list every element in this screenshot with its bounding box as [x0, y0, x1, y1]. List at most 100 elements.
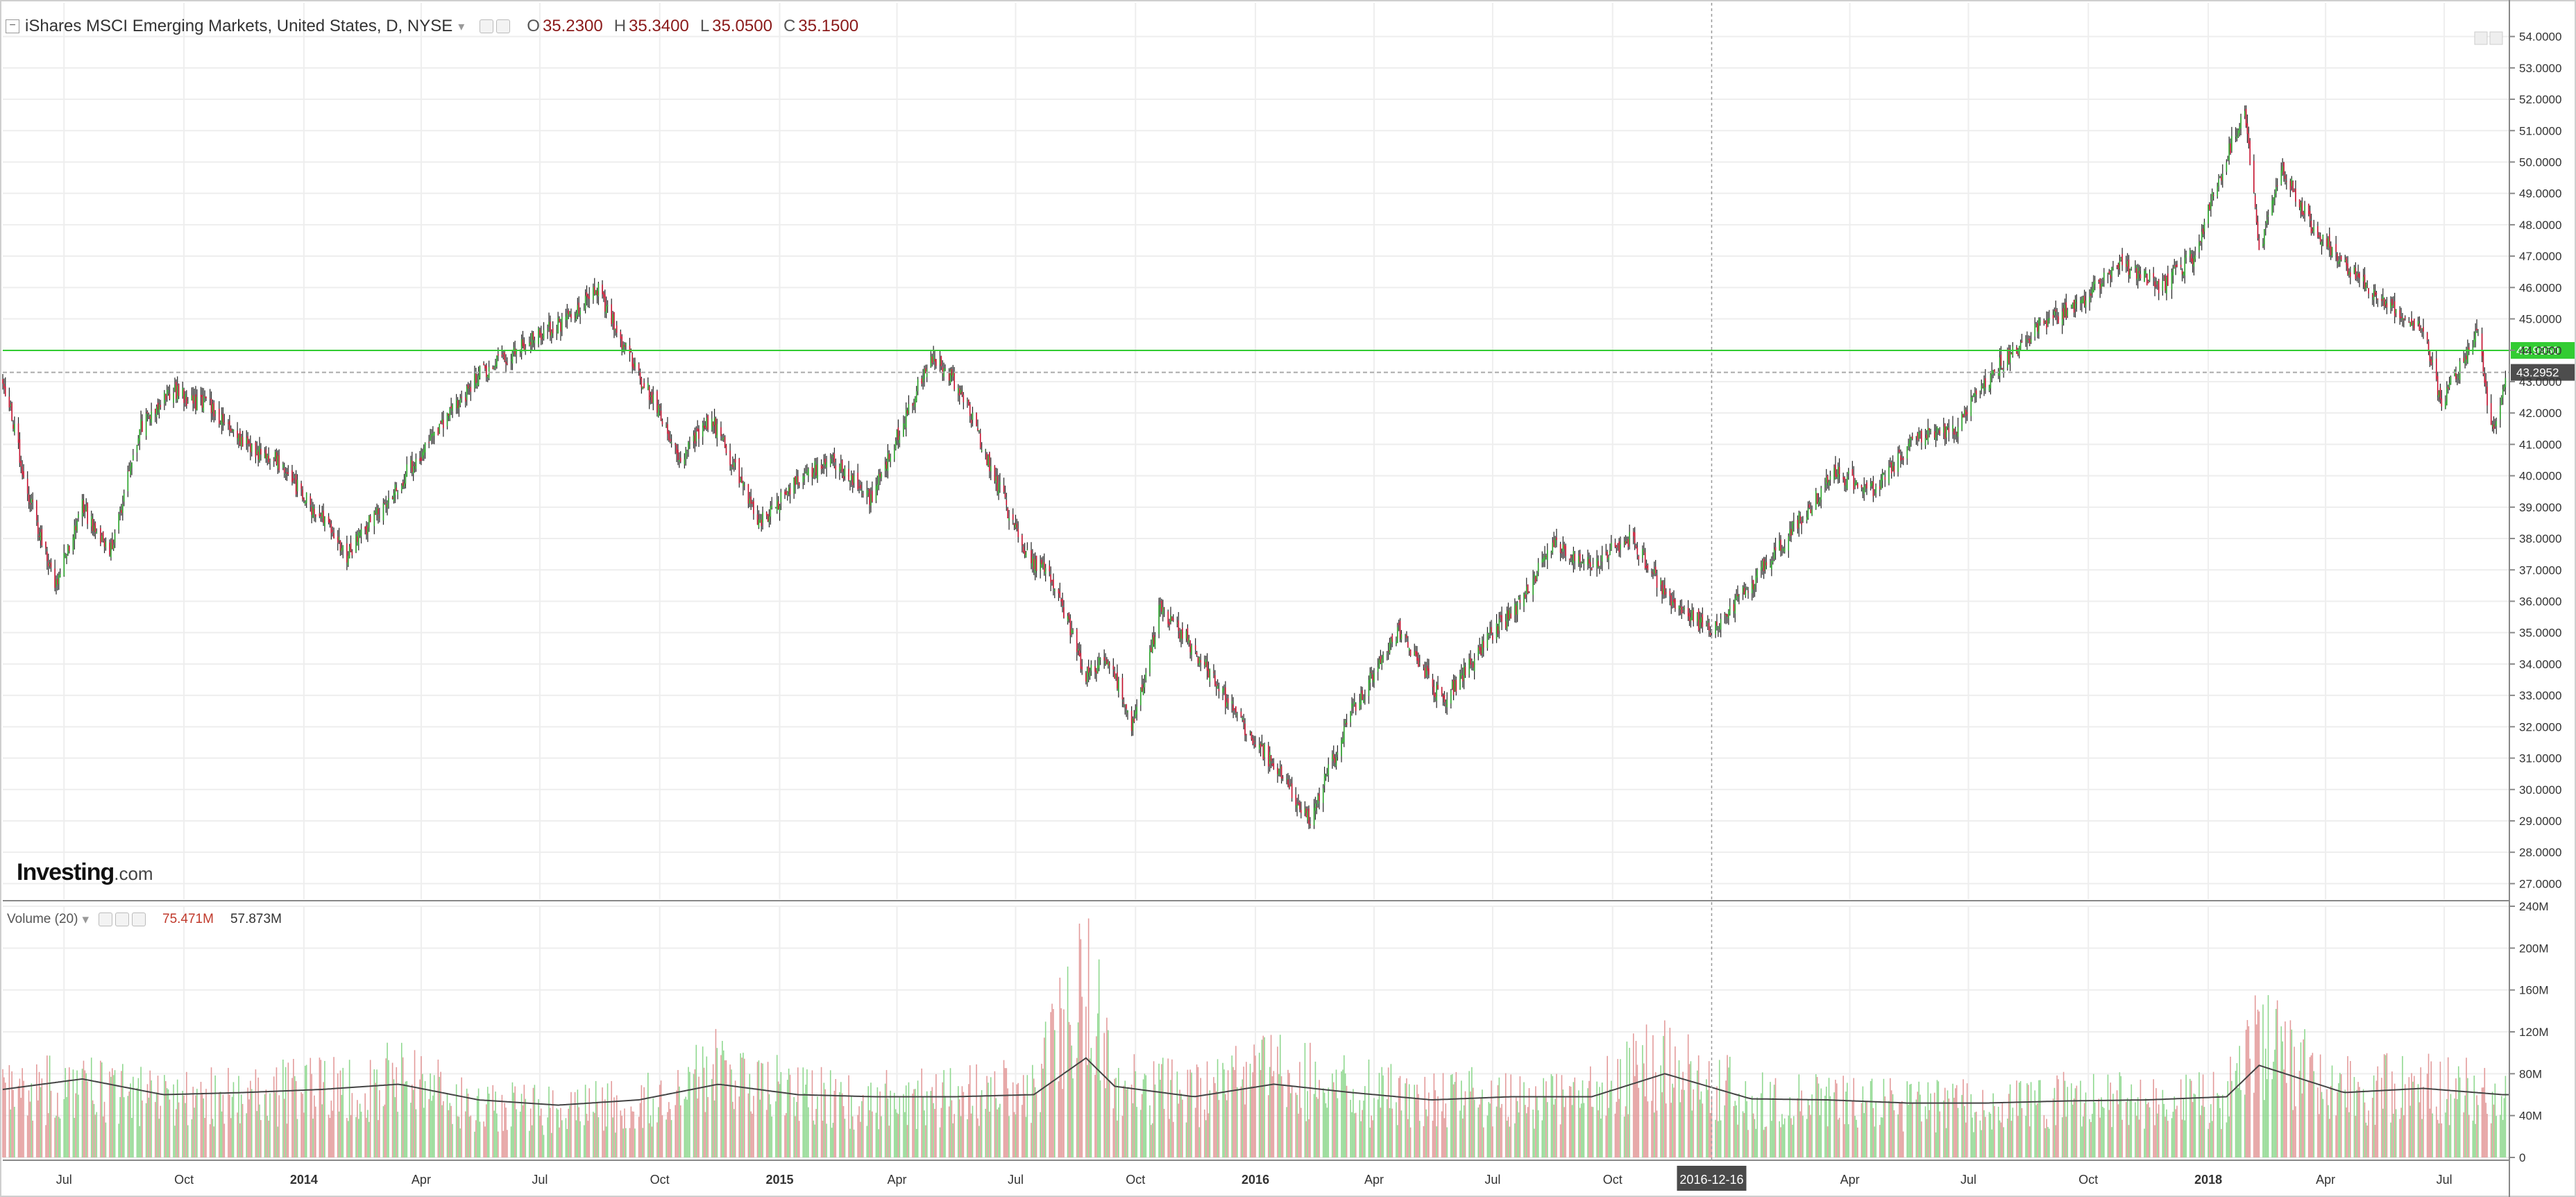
candle-body — [1398, 623, 1400, 625]
candle-body — [913, 402, 915, 404]
candle-body — [704, 425, 706, 429]
candle-body — [2447, 387, 2449, 389]
candle-body — [351, 551, 353, 556]
candle-body — [1322, 788, 1324, 804]
candle-body — [2062, 308, 2065, 319]
candle-body — [69, 545, 70, 551]
candle-body — [1827, 475, 1829, 483]
candle-body — [795, 476, 796, 485]
volume-bar — [926, 1091, 928, 1157]
candle-body — [1141, 684, 1143, 692]
last-price-label: 43.9950 — [2516, 344, 2559, 357]
chevron-down-icon[interactable]: ▾ — [82, 912, 89, 927]
volume-bar — [191, 1119, 193, 1157]
volume-bar — [1629, 1048, 1630, 1157]
volume-bar — [2395, 1109, 2397, 1157]
eye-icon[interactable] — [99, 912, 112, 926]
candle-body — [1866, 482, 1867, 489]
volume-title[interactable]: Volume (20) — [7, 912, 78, 926]
candle-body — [229, 421, 230, 430]
volume-bar — [1580, 1103, 1582, 1157]
volume-bar — [1016, 1084, 1018, 1157]
volume-bar — [702, 1046, 704, 1157]
volume-bar — [1747, 1130, 1749, 1157]
volume-bar — [501, 1094, 503, 1157]
candle-body — [1307, 810, 1308, 821]
volume-bar — [385, 1058, 387, 1157]
candle-body — [123, 493, 125, 502]
volume-bar — [1745, 1081, 1747, 1157]
candle-body — [1736, 595, 1737, 600]
candle-body — [641, 377, 643, 388]
candle-body — [2189, 250, 2191, 257]
collapse-icon[interactable]: − — [6, 19, 19, 33]
volume-bar — [641, 1085, 643, 1157]
volume-bar — [939, 1127, 941, 1157]
settings-icon[interactable] — [115, 912, 129, 926]
volume-bar — [540, 1108, 542, 1157]
volume-bar — [1498, 1077, 1500, 1157]
volume-bar — [1829, 1096, 1831, 1157]
candle-body — [1697, 613, 1698, 622]
volume-bar — [1144, 1073, 1146, 1157]
candle-body — [768, 516, 770, 523]
candle-body — [315, 514, 316, 518]
volume-bar — [917, 1080, 919, 1157]
volume-bar — [166, 1088, 168, 1157]
instrument-title[interactable]: iShares MSCI Emerging Markets, United St… — [25, 17, 453, 35]
volume-bar — [1169, 1119, 1170, 1157]
candle-body — [2500, 405, 2501, 420]
volume-bar — [1693, 1089, 1694, 1157]
candle-body — [541, 335, 543, 337]
candle-body — [1906, 446, 1908, 459]
volume-bar — [1497, 1085, 1499, 1157]
volume-bar — [1316, 1096, 1318, 1157]
volume-bar — [1802, 1115, 1804, 1157]
volume-bar — [1743, 1112, 1745, 1157]
candle-body — [1089, 672, 1091, 677]
volume-bar — [2335, 1115, 2337, 1157]
candle-body — [1506, 611, 1508, 629]
candle-body — [1299, 802, 1300, 810]
candle-body — [2046, 320, 2047, 329]
volume-bar — [833, 1090, 836, 1157]
eye-icon[interactable] — [480, 19, 494, 33]
candle-body — [1277, 767, 1278, 774]
volume-bar — [2402, 1055, 2403, 1157]
volume-bar — [1562, 1089, 1564, 1157]
candle-body — [1409, 650, 1412, 656]
candle-body — [3, 383, 5, 389]
volume-bar — [1362, 1110, 1363, 1157]
volume-bar — [2071, 1083, 2072, 1157]
candle-body — [2295, 188, 2296, 202]
volume-bar — [732, 1101, 734, 1157]
chart-corner-buttons[interactable] — [2474, 31, 2503, 45]
candle-body — [1810, 509, 1812, 513]
volume-bar — [22, 1068, 23, 1157]
volume-bar — [337, 1073, 339, 1157]
volume-bar — [1322, 1088, 1324, 1157]
candle-body — [84, 510, 86, 511]
settings-icon[interactable] — [496, 19, 511, 33]
volume-bar — [2128, 1125, 2130, 1157]
candle-body — [1654, 566, 1656, 574]
volume-bar — [588, 1088, 591, 1157]
close-icon[interactable] — [132, 912, 146, 926]
price-tick-label: 36.0000 — [2519, 595, 2561, 608]
candle-body — [2348, 271, 2350, 275]
candle-body — [2147, 281, 2149, 283]
candle-body — [2171, 272, 2173, 290]
candle-body — [1305, 808, 1307, 817]
volume-bar — [450, 1105, 452, 1157]
volume-bar — [915, 1089, 916, 1157]
volume-bar — [1024, 1094, 1026, 1157]
volume-bar — [831, 1128, 833, 1157]
volume-bar — [2012, 1107, 2014, 1157]
volume-bar — [884, 1083, 886, 1157]
candle-body — [40, 532, 42, 541]
volume-bar — [716, 1048, 718, 1157]
chevron-down-icon[interactable]: ▾ — [458, 19, 465, 33]
volume-bar — [2043, 1115, 2045, 1157]
time-tick-label: 2018 — [2194, 1173, 2222, 1187]
